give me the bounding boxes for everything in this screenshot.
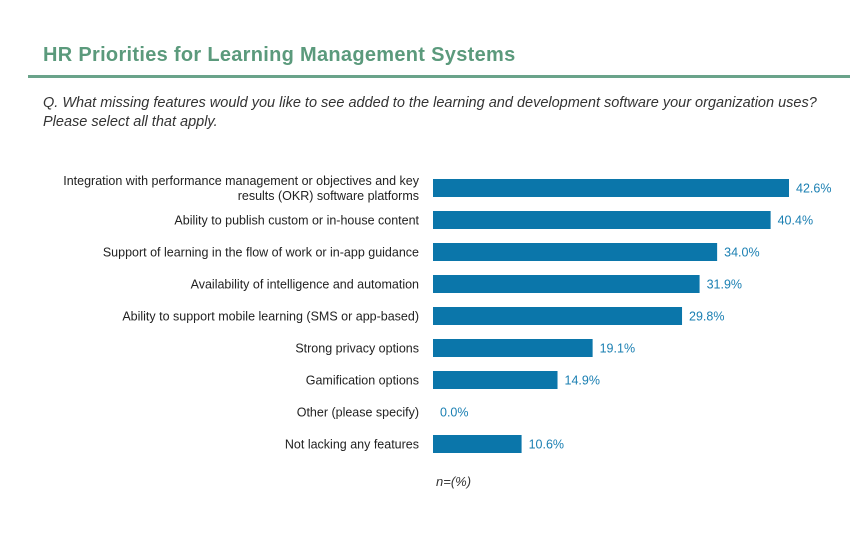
- value-label-2: 34.0%: [724, 246, 759, 260]
- category-label-0: Integration with performance management …: [63, 174, 419, 203]
- value-label-8: 10.6%: [529, 438, 564, 452]
- value-label-7: 0.0%: [440, 406, 469, 420]
- bar-8: [433, 435, 522, 453]
- bar-0: [433, 179, 789, 197]
- value-label-3: 31.9%: [707, 278, 742, 292]
- bar-5: [433, 339, 593, 357]
- value-label-0: 42.6%: [796, 182, 831, 196]
- bar-3: [433, 275, 700, 293]
- bar-1: [433, 211, 771, 229]
- category-label-6: Gamification options: [306, 374, 419, 388]
- bar-4: [433, 307, 683, 325]
- chart-title: HR Priorities for Learning Management Sy…: [43, 44, 516, 66]
- category-label-5: Strong privacy options: [295, 342, 419, 356]
- bar-2: [433, 243, 718, 261]
- category-label-8: Not lacking any features: [285, 438, 419, 452]
- sample-note: n=(%): [436, 474, 472, 489]
- survey-question: Q. What missing features would you like …: [43, 95, 817, 130]
- value-label-5: 19.1%: [600, 342, 635, 356]
- category-label-7: Other (please specify): [297, 406, 419, 420]
- value-label-6: 14.9%: [565, 374, 600, 388]
- value-label-4: 29.8%: [689, 310, 724, 324]
- bar-6: [433, 371, 558, 389]
- value-label-1: 40.4%: [778, 214, 813, 228]
- category-label-3: Availability of intelligence and automat…: [191, 278, 419, 292]
- category-label-1: Ability to publish custom or in-house co…: [174, 214, 419, 228]
- category-label-4: Ability to support mobile learning (SMS …: [122, 310, 419, 324]
- title-divider: [28, 75, 850, 78]
- category-label-2: Support of learning in the flow of work …: [103, 246, 419, 260]
